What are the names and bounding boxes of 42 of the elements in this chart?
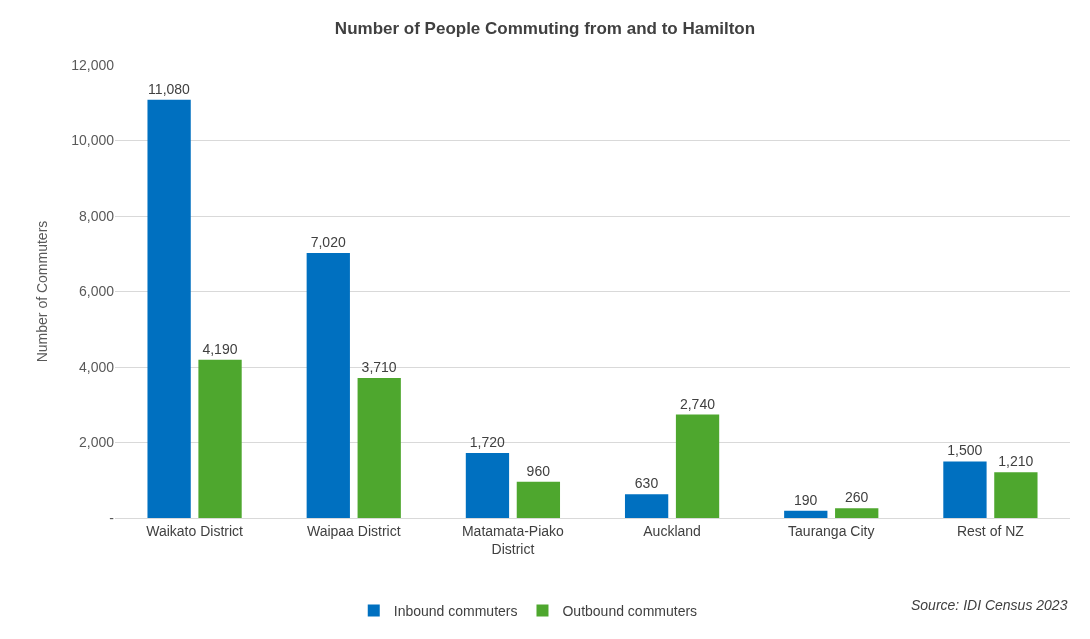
data-label: 260 [844,489,869,506]
x-tick-label: Rest of NZ [956,522,1025,539]
data-label: 1,210 [998,453,1034,470]
data-label: 3,710 [361,358,397,375]
x-tick-label: Waikato District [146,522,244,539]
data-label: 2,740 [679,395,716,412]
bar [835,508,879,518]
bar [943,461,987,518]
bar [784,510,828,518]
legend-label: Outbound commuters [562,603,698,620]
data-label: 1,720 [469,434,506,451]
data-label: 960 [526,462,551,479]
y-tick-label: - [109,509,115,526]
data-label: 11,080 [148,80,191,97]
x-tick-label: Matamata-Piako District [461,522,565,557]
bar [465,453,510,518]
y-tick-label: 10,000 [71,132,115,149]
y-tick-label: 12,000 [71,56,115,73]
source-note: Source: IDI Census 2023 [911,597,1068,613]
x-tick-label: Auckland [643,522,701,539]
bar [994,472,1038,518]
bar [675,414,720,518]
bar [624,494,669,518]
data-label: 4,190 [202,340,238,357]
x-tick-label: Tauranga City [788,522,875,539]
data-label: 190 [794,491,818,508]
data-label: 7,020 [310,234,346,250]
bar [306,253,350,518]
y-tick-label: 6,000 [78,283,115,300]
x-tick-label: Waipaa District [306,522,401,539]
y-tick-label: 2,000 [78,434,115,451]
data-label: 1,500 [947,442,983,459]
data-label: 630 [634,475,659,492]
y-tick-label: 8,000 [78,207,115,224]
bar [516,481,561,518]
y-tick-label: 4,000 [78,358,115,375]
bar [147,99,191,518]
y-axis-title: Number of Commuters [33,220,50,363]
legend-label: Inbound commuters [393,603,518,620]
bar [357,377,401,518]
bar [198,359,242,518]
chart-title: Number of People Commuting from and to Hamilton [334,19,756,39]
